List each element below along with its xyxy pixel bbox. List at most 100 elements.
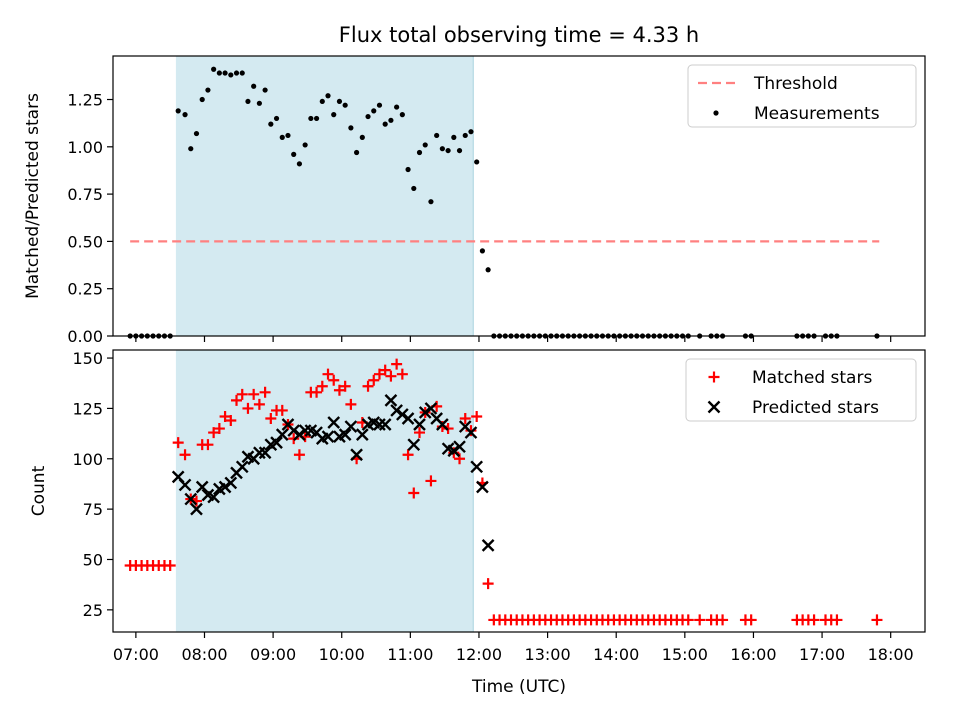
chart-title: Flux total observing time = 4.33 h bbox=[339, 23, 699, 47]
predicted-stars-point bbox=[401, 412, 415, 425]
predicted-stars-point bbox=[338, 428, 352, 441]
matched-stars-point bbox=[202, 439, 214, 451]
legend-measurements-swatch bbox=[713, 110, 719, 116]
matched-stars-point bbox=[322, 368, 334, 380]
measurements-point bbox=[468, 129, 474, 135]
x-tick-label: 11:00 bbox=[387, 645, 433, 664]
top-y-tick-label: 1.25 bbox=[67, 91, 103, 110]
measurements-point bbox=[216, 70, 222, 76]
predicted-stars-point bbox=[321, 430, 335, 443]
predicted-stars-point bbox=[407, 438, 421, 452]
bottom-panel: 25 50 75 100 125 150 07:00 08:00 09:00 10:00 11:00… bbox=[29, 349, 926, 697]
measurements-point bbox=[371, 108, 377, 114]
x-tick-label: 10:00 bbox=[319, 645, 365, 664]
measurements-point bbox=[394, 104, 400, 110]
predicted-stars-point bbox=[178, 478, 192, 492]
x-tick-label: 16:00 bbox=[730, 645, 776, 664]
matched-stars-point bbox=[225, 415, 237, 426]
legend-label: Predicted stars bbox=[752, 398, 879, 418]
bottom-y-tick-label: 125 bbox=[72, 399, 103, 418]
top-panel: 0.00 0.25 0.50 0.75 1.00 1.25 Matched/Predict… bbox=[23, 55, 926, 346]
matched-stars-point bbox=[172, 437, 184, 449]
x-tick-label: 12:00 bbox=[456, 645, 502, 664]
predicted-stars-point bbox=[184, 492, 198, 506]
predicted-stars-point bbox=[413, 418, 426, 431]
matched-stars-point bbox=[236, 388, 248, 400]
measurements-point bbox=[428, 199, 434, 205]
matched-stars-point bbox=[362, 380, 374, 392]
x-axis-label: Time (UTC) bbox=[471, 677, 566, 697]
measurements-point bbox=[273, 115, 280, 122]
measurements-point bbox=[474, 159, 480, 165]
x-tick-label: 09:00 bbox=[250, 645, 296, 664]
bottom-y-tick-label: 75 bbox=[83, 500, 103, 519]
matched-stars-point bbox=[368, 374, 380, 386]
x-tick-label: 14:00 bbox=[593, 645, 639, 664]
measurements-point bbox=[342, 102, 348, 108]
top-shaded-region bbox=[175, 56, 474, 336]
measurements-point bbox=[268, 121, 274, 127]
top-y-tick-label: 0.75 bbox=[67, 185, 103, 204]
measurements-point bbox=[405, 166, 411, 173]
measurements-point bbox=[308, 115, 314, 122]
matched-stars-point bbox=[831, 614, 843, 626]
measurements-point bbox=[182, 112, 188, 118]
bottom-y-tick-label: 50 bbox=[83, 550, 103, 569]
matched-stars-point bbox=[311, 386, 323, 398]
matched-stars-point bbox=[333, 384, 345, 396]
predicted-stars-point bbox=[470, 460, 484, 474]
matched-stars-point bbox=[328, 374, 340, 386]
legend-predicted-stars-swatch bbox=[707, 400, 721, 414]
predicted-stars-point bbox=[270, 436, 283, 450]
measurements-point bbox=[279, 134, 285, 140]
measurements-point bbox=[175, 108, 181, 114]
measurements-point bbox=[416, 149, 423, 156]
measurements-point bbox=[348, 125, 354, 131]
matched-stars-point bbox=[425, 475, 437, 487]
matched-stars-point bbox=[242, 402, 254, 414]
predicted-stars-point bbox=[224, 476, 238, 490]
matched-stars-point bbox=[871, 614, 883, 626]
measurements-point bbox=[354, 149, 360, 156]
measurements-point bbox=[336, 98, 343, 105]
measurements-point bbox=[296, 161, 303, 167]
matched-stars-point bbox=[379, 364, 391, 376]
measurements-point bbox=[256, 100, 262, 106]
matched-stars-point bbox=[259, 386, 271, 398]
top-y-tick-label: 0.00 bbox=[67, 327, 103, 346]
matched-stars-point bbox=[339, 380, 351, 392]
matched-stars-point bbox=[208, 427, 220, 439]
matched-stars-point bbox=[459, 412, 471, 424]
measurements-point bbox=[245, 98, 251, 105]
matched-stars-point bbox=[164, 560, 176, 572]
matched-stars-point bbox=[402, 449, 414, 461]
bottom-plot-frame bbox=[112, 349, 926, 633]
predicted-stars-point bbox=[207, 490, 220, 504]
measurements-point bbox=[319, 98, 325, 105]
measurements-point bbox=[485, 267, 491, 273]
measurements-point bbox=[365, 113, 371, 120]
x-tick-label: 08:00 bbox=[181, 645, 227, 664]
measurements-point bbox=[388, 117, 394, 123]
legend-matched-stars-swatch bbox=[708, 371, 720, 383]
bottom-y-axis-label: Count bbox=[29, 465, 49, 516]
measurements-point bbox=[188, 146, 194, 152]
matched-stars-point bbox=[471, 410, 483, 422]
predicted-stars-point bbox=[436, 418, 449, 431]
matched-stars-point bbox=[265, 412, 277, 424]
measurements-point bbox=[376, 102, 383, 108]
matched-stars-point bbox=[408, 487, 420, 499]
measurements-point bbox=[251, 83, 257, 89]
measurements-point bbox=[445, 147, 451, 154]
measurements-point bbox=[222, 70, 228, 76]
matched-stars-point bbox=[717, 614, 729, 626]
measurements-point bbox=[239, 70, 245, 76]
predicted-stars-point bbox=[424, 402, 438, 415]
bottom-y-tick-label: 150 bbox=[72, 349, 103, 368]
measurements-point bbox=[302, 142, 308, 148]
matched-stars-point bbox=[694, 614, 706, 626]
bottom-legend-box bbox=[685, 358, 917, 422]
measurements-point bbox=[456, 147, 463, 154]
top-legend-box bbox=[687, 64, 917, 128]
bottom-shaded-region bbox=[175, 350, 474, 632]
